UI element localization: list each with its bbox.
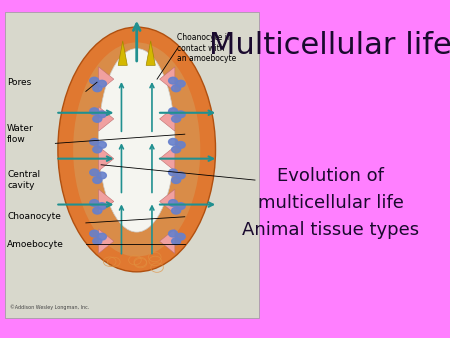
Circle shape: [93, 207, 102, 214]
Circle shape: [169, 230, 178, 237]
Circle shape: [93, 238, 102, 245]
Text: Water
flow: Water flow: [7, 124, 34, 144]
Polygon shape: [99, 189, 114, 214]
Circle shape: [176, 233, 185, 240]
Text: Pores: Pores: [7, 78, 32, 87]
Circle shape: [176, 111, 185, 118]
Circle shape: [97, 233, 106, 240]
Circle shape: [90, 230, 99, 237]
Text: Choanocyte: Choanocyte: [7, 212, 61, 221]
Polygon shape: [99, 146, 114, 171]
Text: ©Addison Wesley Longman, Inc.: ©Addison Wesley Longman, Inc.: [9, 305, 89, 310]
Circle shape: [97, 142, 106, 148]
Circle shape: [169, 139, 178, 145]
Circle shape: [90, 169, 99, 176]
Circle shape: [176, 80, 185, 87]
Circle shape: [93, 177, 102, 184]
Circle shape: [171, 85, 180, 92]
Text: Amoebocyte: Amoebocyte: [7, 240, 64, 249]
Text: Choanocyte in
contact with
an amoebocyte: Choanocyte in contact with an amoebocyte: [177, 33, 237, 63]
Circle shape: [97, 172, 106, 179]
Circle shape: [90, 139, 99, 145]
Circle shape: [90, 200, 99, 207]
Ellipse shape: [73, 42, 200, 257]
Circle shape: [97, 111, 106, 118]
Text: Central
cavity: Central cavity: [7, 170, 40, 190]
Polygon shape: [160, 67, 175, 91]
Text: multicellular life: multicellular life: [258, 194, 404, 212]
Circle shape: [171, 177, 180, 184]
Polygon shape: [99, 229, 114, 254]
Circle shape: [169, 108, 178, 115]
Circle shape: [171, 207, 180, 214]
Polygon shape: [99, 107, 114, 131]
Circle shape: [93, 116, 102, 122]
Circle shape: [90, 108, 99, 115]
Circle shape: [169, 77, 178, 84]
Circle shape: [90, 77, 99, 84]
Polygon shape: [146, 41, 155, 65]
Circle shape: [171, 146, 180, 153]
Polygon shape: [118, 41, 127, 65]
Polygon shape: [160, 189, 175, 214]
Circle shape: [97, 203, 106, 210]
Text: Animal tissue types: Animal tissue types: [242, 221, 419, 239]
Polygon shape: [160, 146, 175, 171]
Circle shape: [171, 116, 180, 122]
Circle shape: [176, 172, 185, 179]
Circle shape: [93, 146, 102, 153]
Ellipse shape: [99, 49, 175, 232]
Ellipse shape: [58, 27, 216, 272]
Circle shape: [171, 238, 180, 245]
Circle shape: [169, 169, 178, 176]
Circle shape: [169, 200, 178, 207]
Circle shape: [97, 80, 106, 87]
Text: Evolution of: Evolution of: [277, 167, 384, 185]
Circle shape: [93, 85, 102, 92]
Circle shape: [176, 203, 185, 210]
FancyBboxPatch shape: [4, 12, 259, 318]
Polygon shape: [160, 229, 175, 254]
Polygon shape: [160, 107, 175, 131]
Circle shape: [176, 142, 185, 148]
Text: Multicellular life: Multicellular life: [209, 31, 450, 60]
Polygon shape: [99, 67, 114, 91]
